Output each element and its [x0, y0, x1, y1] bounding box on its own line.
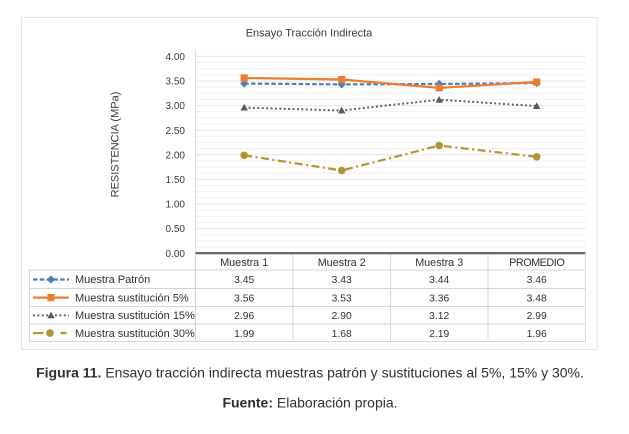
svg-text:3.50: 3.50	[166, 77, 186, 88]
svg-text:Ensayo Tracción Indirecta: Ensayo Tracción Indirecta	[246, 28, 373, 40]
svg-text:1.50: 1.50	[166, 175, 186, 186]
svg-text:3.48: 3.48	[527, 293, 547, 304]
svg-text:2.99: 2.99	[527, 311, 547, 322]
svg-text:PROMEDIO: PROMEDIO	[509, 257, 564, 269]
svg-text:1.68: 1.68	[332, 329, 352, 340]
svg-text:Muestra 1: Muestra 1	[220, 257, 268, 269]
svg-text:2.90: 2.90	[332, 311, 352, 322]
svg-text:2.96: 2.96	[234, 311, 254, 322]
svg-text:1.99: 1.99	[234, 329, 254, 340]
svg-text:4.00: 4.00	[166, 52, 186, 63]
svg-text:3.36: 3.36	[429, 293, 449, 304]
svg-text:3.44: 3.44	[429, 275, 449, 286]
svg-text:Fuente: Elaboración propia.: Fuente: Elaboración propia.	[222, 395, 397, 411]
svg-text:RESISTENCIA (MPa): RESISTENCIA (MPa)	[110, 92, 122, 198]
svg-text:Figura 11. Ensayo tracción ind: Figura 11. Ensayo tracción indirecta mue…	[36, 365, 584, 381]
svg-text:1.96: 1.96	[527, 329, 547, 340]
svg-text:3.45: 3.45	[234, 275, 254, 286]
svg-text:1.00: 1.00	[166, 200, 186, 211]
svg-text:0.50: 0.50	[166, 224, 186, 235]
svg-text:Muestra 2: Muestra 2	[318, 257, 366, 269]
svg-text:3.43: 3.43	[332, 275, 352, 286]
svg-text:3.12: 3.12	[429, 311, 449, 322]
svg-text:Muestra Patrón: Muestra Patrón	[75, 274, 150, 286]
svg-text:2.19: 2.19	[429, 329, 449, 340]
svg-text:2.50: 2.50	[166, 126, 186, 137]
svg-text:3.53: 3.53	[332, 293, 352, 304]
svg-text:3.00: 3.00	[166, 101, 186, 112]
svg-text:Muestra sustitución 5%: Muestra sustitución 5%	[75, 292, 189, 304]
svg-text:Muestra sustitución 15%: Muestra sustitución 15%	[75, 310, 195, 322]
svg-text:Muestra 3: Muestra 3	[415, 257, 463, 269]
svg-text:3.46: 3.46	[527, 275, 547, 286]
svg-text:Muestra sustitución 30%: Muestra sustitución 30%	[75, 328, 195, 340]
svg-text:2.00: 2.00	[166, 150, 186, 161]
svg-text:0.00: 0.00	[166, 249, 186, 260]
svg-text:3.56: 3.56	[234, 293, 254, 304]
